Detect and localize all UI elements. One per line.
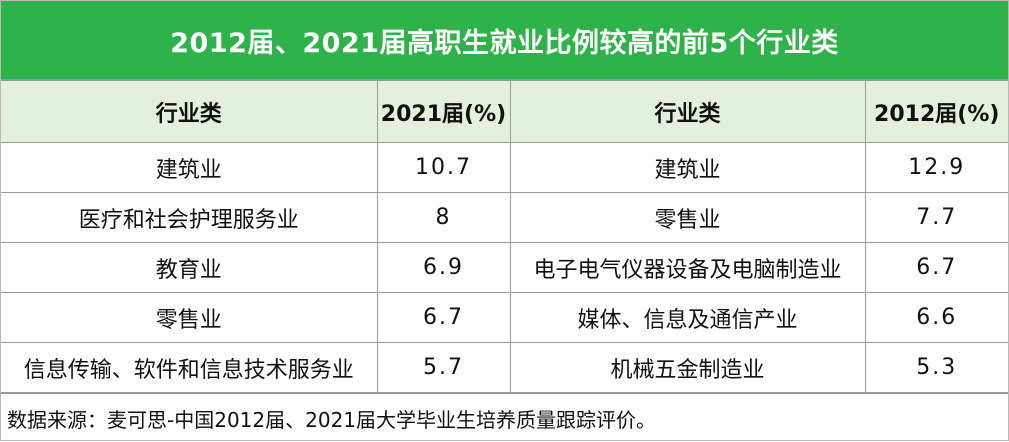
table-row: 建筑业 10.7 建筑业 12.9 (1, 142, 1008, 193)
percent-2012-cell: 6.6 (864, 292, 1008, 343)
industry-2012-cell: 建筑业 (509, 142, 866, 193)
percent-2021-cell: 6.9 (376, 242, 511, 293)
industry-2012-cell: 媒体、信息及通信产业 (509, 292, 866, 343)
industry-2012-cell: 电子电气仪器设备及电脑制造业 (509, 242, 866, 293)
header-percent-2021: 2021届(%) (376, 80, 511, 143)
percent-2021-cell: 8 (376, 192, 511, 243)
industry-2021-cell: 教育业 (1, 242, 378, 293)
industry-table: 行业类 2021届(%) 行业类 2012届(%) 建筑业 10.7 建筑业 1… (1, 80, 1008, 393)
percent-2021-cell: 6.7 (376, 292, 511, 343)
industry-2021-cell: 信息传输、软件和信息技术服务业 (1, 342, 378, 393)
header-row: 行业类 2021届(%) 行业类 2012届(%) (1, 80, 1008, 143)
industry-2021-cell: 零售业 (1, 292, 378, 343)
table-row: 信息传输、软件和信息技术服务业 5.7 机械五金制造业 5.3 (1, 342, 1008, 393)
header-industry-2012: 行业类 (509, 80, 866, 143)
percent-2012-cell: 5.3 (864, 342, 1008, 393)
header-percent-2012: 2012届(%) (864, 80, 1008, 143)
source-note: 数据来源：麦可思-中国2012届、2021届大学毕业生培养质量跟踪评价。 (1, 393, 1008, 442)
table-row: 教育业 6.9 电子电气仪器设备及电脑制造业 6.7 (1, 242, 1008, 293)
industry-2021-cell: 医疗和社会护理服务业 (1, 192, 378, 243)
table-row: 零售业 6.7 媒体、信息及通信产业 6.6 (1, 292, 1008, 343)
percent-2012-cell: 6.7 (864, 242, 1008, 293)
percent-2012-cell: 7.7 (864, 192, 1008, 243)
percent-2012-cell: 12.9 (864, 142, 1008, 193)
industry-2012-cell: 零售业 (509, 192, 866, 243)
percent-2021-cell: 5.7 (376, 342, 511, 393)
header-industry-2021: 行业类 (1, 80, 378, 143)
table-title: 2012届、2021届高职生就业比例较高的前5个行业类 (1, 1, 1008, 80)
percent-2021-cell: 10.7 (376, 142, 511, 193)
industry-2021-cell: 建筑业 (1, 142, 378, 193)
industry-2012-cell: 机械五金制造业 (509, 342, 866, 393)
table-row: 医疗和社会护理服务业 8 零售业 7.7 (1, 192, 1008, 243)
